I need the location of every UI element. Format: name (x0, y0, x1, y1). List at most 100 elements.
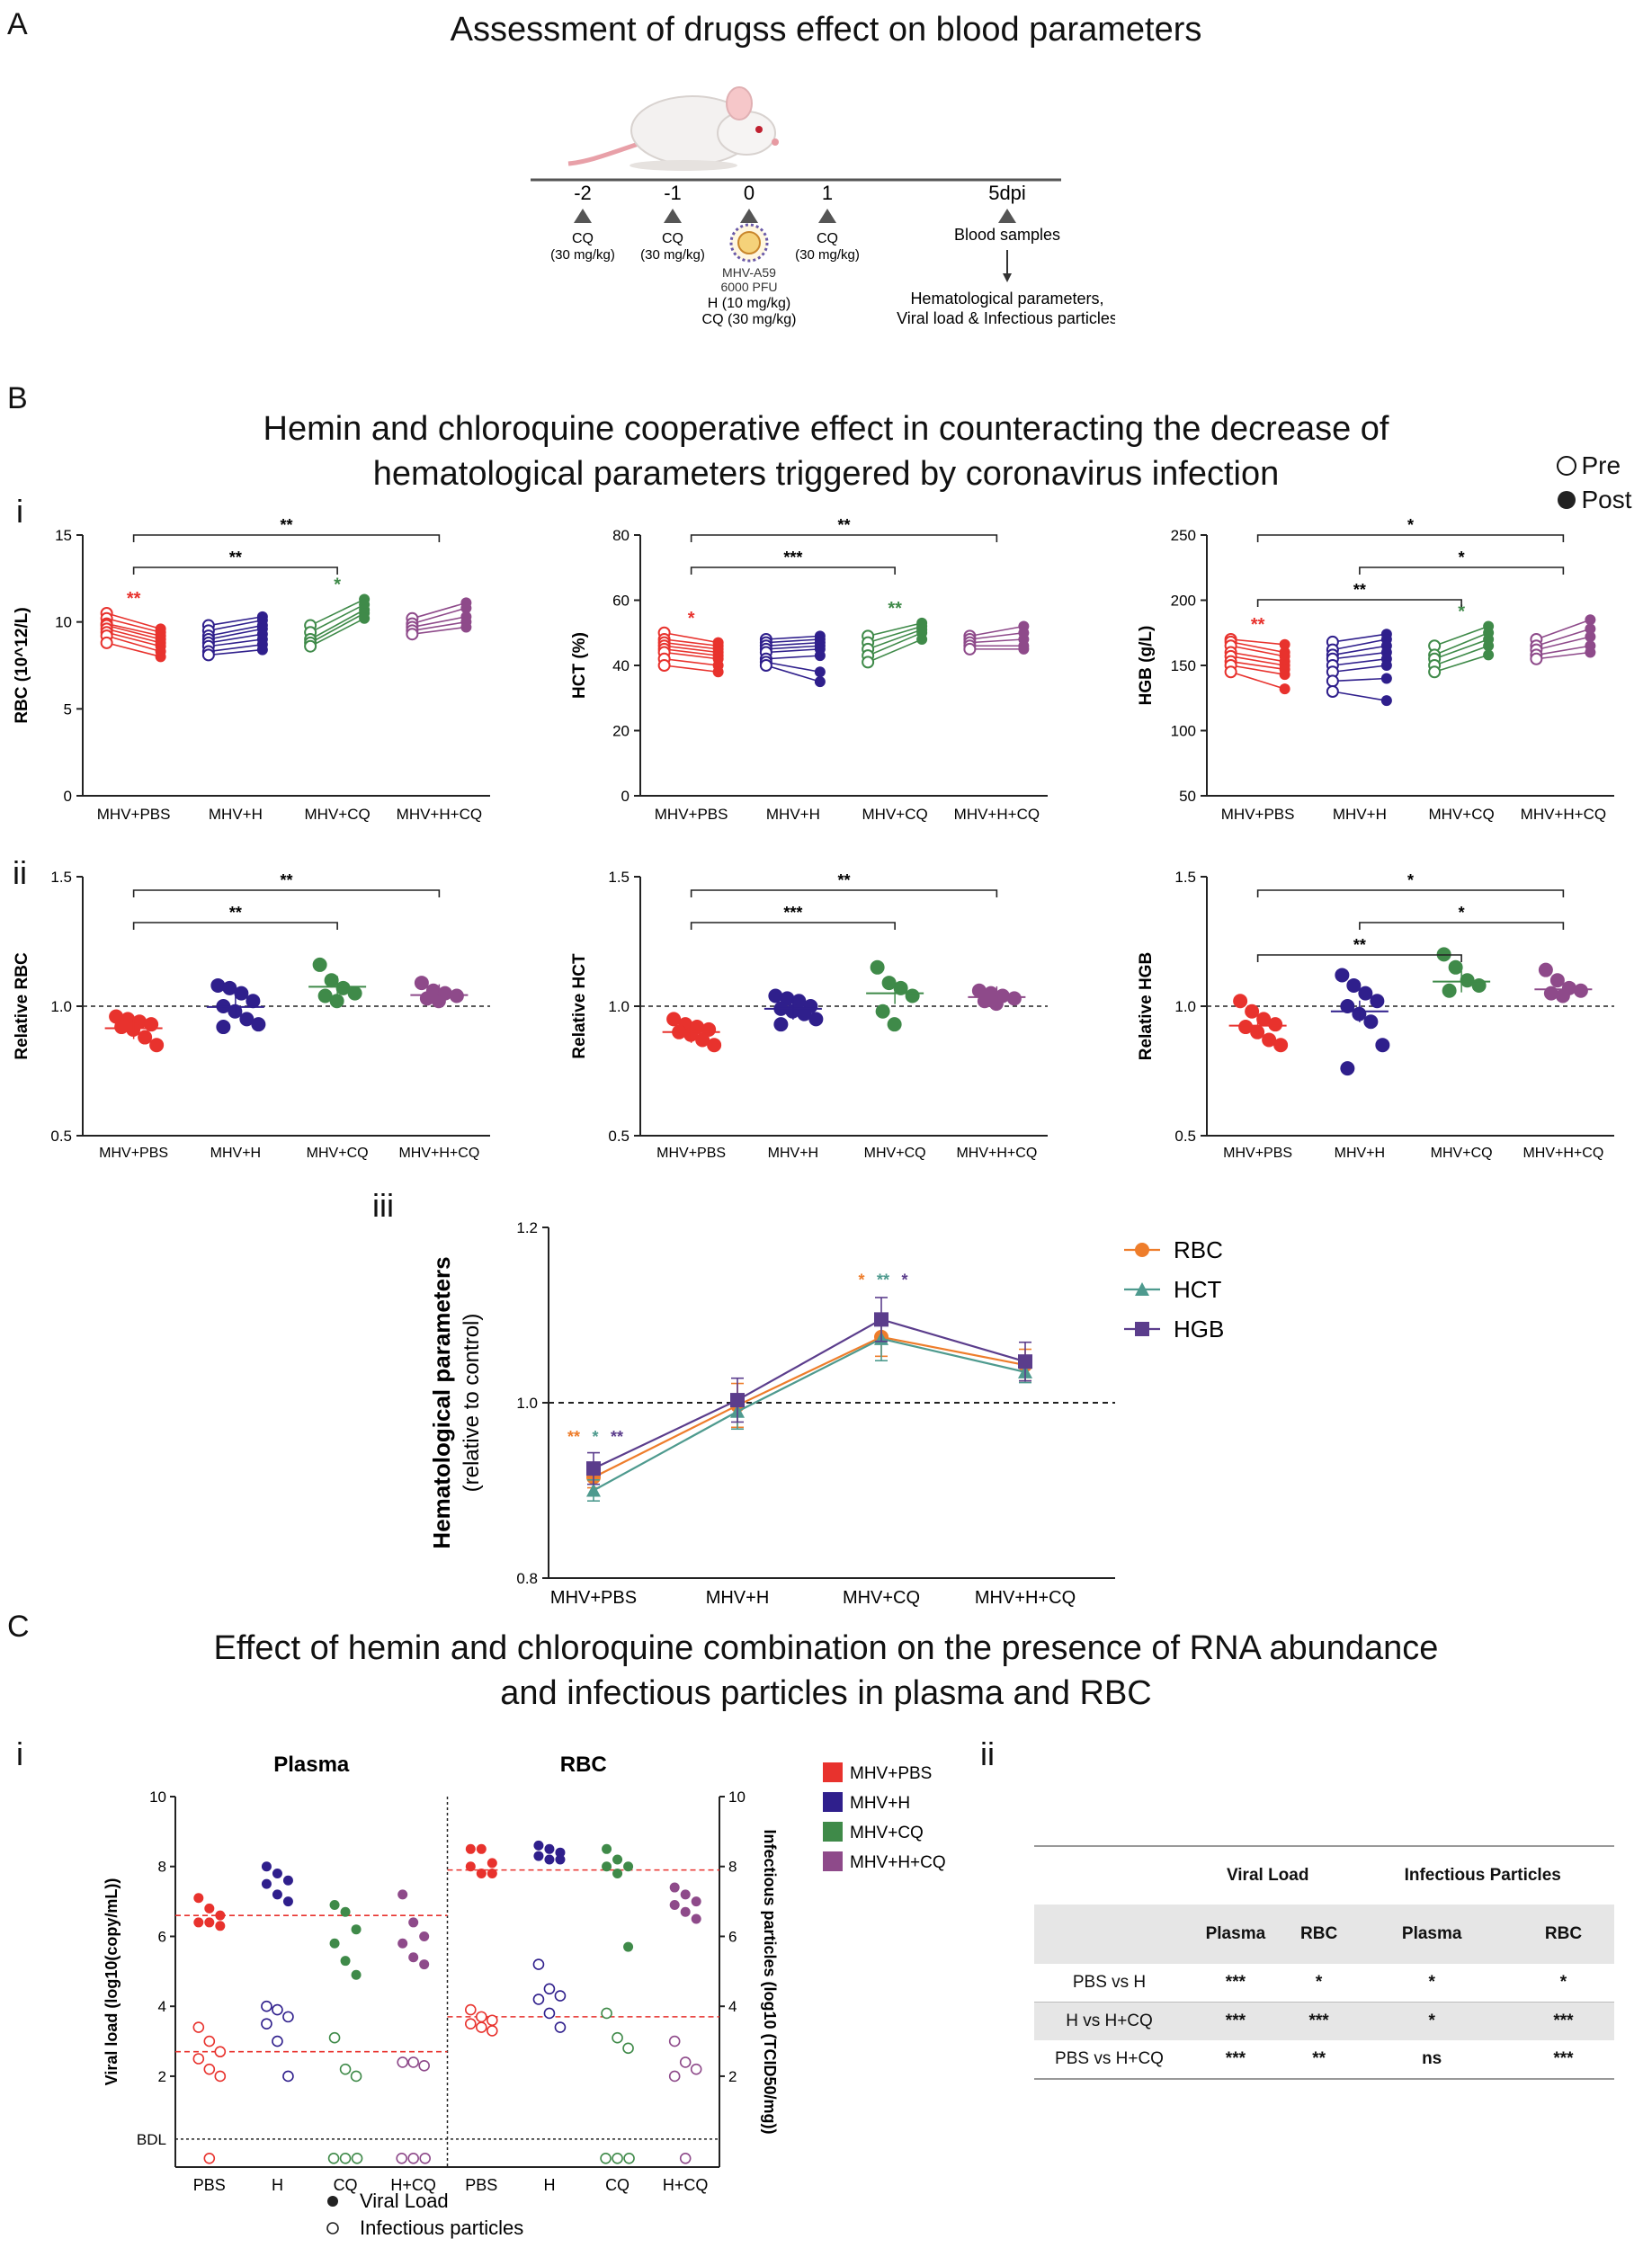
y-tick-label: 0.5 (608, 1128, 630, 1145)
x-tick-label: MHV+PBS (656, 1146, 726, 1161)
y-tick-label: 10 (55, 614, 72, 631)
y-axis-label: Relative RBC (13, 952, 31, 1060)
pair-line (208, 644, 263, 653)
significance-bracket (690, 889, 998, 897)
pair-line (208, 633, 263, 644)
data-point (251, 1017, 266, 1032)
legend-post-marker (1558, 491, 1576, 509)
x-tick-label: MHV+H+CQ (975, 1588, 1076, 1608)
data-point (1262, 1032, 1277, 1048)
pair-line (664, 645, 719, 654)
bdl-point (327, 2152, 340, 2164)
pair-line (309, 598, 365, 627)
y-tick-label: 0 (621, 788, 630, 805)
y-axis-label: Relative HGB (1137, 952, 1156, 1060)
data-point (1471, 977, 1487, 993)
post-point (1483, 640, 1495, 652)
chart-bii-hct: 0.5 1.0 1.5 Relative HCT MHV+PBS MHV+H MHV+CQ M… (570, 869, 1048, 1161)
data-point (707, 1038, 722, 1053)
x-tick-label: MHV+CQ (1431, 1146, 1493, 1161)
x-tick-label: MHV+H+CQ (397, 806, 482, 823)
table-cell: *** (1225, 2049, 1246, 2068)
data-point (335, 980, 351, 995)
data-point (1268, 1017, 1283, 1032)
post-point (814, 666, 826, 678)
viral-load-point (204, 1917, 215, 1928)
pair-line (1332, 633, 1387, 643)
legend-label: MHV+CQ (850, 1824, 924, 1842)
table-cell: *** (1225, 1973, 1246, 1992)
post-point (1483, 649, 1495, 661)
table-row-label: H vs H+CQ (1066, 2012, 1153, 2030)
hgb-marker (730, 1393, 745, 1408)
table-group-header: Infectious Particles (1404, 1866, 1561, 1885)
infectious-point (465, 2003, 477, 2016)
significance-label: ** (229, 904, 242, 922)
pair-line (664, 648, 719, 656)
infectious-point (339, 2063, 352, 2075)
x-tick-label: MHV+H+CQ (956, 1146, 1037, 1161)
pair-line (765, 655, 820, 660)
significance-label: * (1407, 517, 1414, 534)
legend-label: HGB (1174, 1316, 1224, 1343)
viral-load-point (329, 1899, 340, 1910)
data-point (1006, 991, 1022, 1006)
viral-load-point (555, 1847, 566, 1858)
pre-point (1428, 665, 1442, 679)
significance-bracket (690, 922, 896, 930)
viral-load-point (408, 1917, 419, 1928)
x-tick-label: MHV+H (210, 1146, 261, 1161)
day-label: 1 (822, 182, 833, 204)
bdl-point (339, 2152, 352, 2164)
infectious-point (612, 2031, 623, 2044)
cq-dose: (30 mg/kg) (795, 247, 860, 263)
pair-line (1332, 665, 1387, 674)
data-point (414, 976, 429, 991)
infectious-point (282, 2011, 294, 2023)
x-tick-label: MHV+CQ (864, 1146, 926, 1161)
pair-line (412, 616, 467, 629)
viral-load-point (351, 1924, 362, 1935)
pre-point (1326, 674, 1339, 688)
table-sub-header: Plasma (1205, 1924, 1266, 1943)
x-tick-label: H (543, 2176, 555, 2194)
pair-line (765, 645, 820, 650)
bdl-point (407, 2152, 419, 2164)
table-cell: *** (1553, 2049, 1574, 2068)
legend-label: HCT (1174, 1276, 1222, 1303)
data-point (239, 1012, 254, 1027)
pair-line (969, 625, 1024, 638)
pair-line (208, 624, 263, 637)
data-point (1346, 977, 1362, 993)
legend-swatch (823, 1822, 843, 1842)
significance-bracket (1359, 922, 1565, 930)
y-tick-label: 50 (1179, 788, 1196, 805)
cq-label: CQ (662, 231, 683, 246)
viral-load-point (272, 1889, 282, 1900)
chart-ci: 2 2 4 4 6 6 8 8 10 10 BDL Plasma RBC Viral load (log1… (103, 1753, 946, 2239)
table-cell: ** (1312, 2049, 1326, 2068)
y-tick-label: 0 (64, 788, 72, 805)
data-point (905, 988, 920, 1004)
table-sub-header: Plasma (1401, 1924, 1462, 1943)
significance-bracket (132, 889, 441, 897)
infectious-point (418, 2059, 430, 2072)
post-point (1279, 638, 1290, 650)
day-marker-triangle (998, 209, 1016, 223)
y-tick-label: 1.2 (516, 1219, 538, 1236)
pre-point (304, 639, 317, 653)
x-tick-label: H+CQ (390, 2176, 436, 2194)
infectious-point (487, 2014, 498, 2027)
x-tick-label: MHV+H (1335, 1146, 1385, 1161)
x-tick-label: MHV+PBS (97, 806, 171, 823)
y-tick-label: 40 (612, 657, 630, 674)
title-b-line2: hematological parameters triggered by co… (372, 455, 1280, 493)
viral-load-point (215, 1921, 226, 1931)
pair-line (106, 618, 161, 634)
pair-line (1230, 660, 1285, 671)
data-point (1442, 983, 1457, 998)
pair-line (664, 641, 719, 650)
table-cell: * (1315, 1973, 1323, 1992)
data-point (1256, 1012, 1272, 1027)
significance-bracket (690, 566, 896, 575)
